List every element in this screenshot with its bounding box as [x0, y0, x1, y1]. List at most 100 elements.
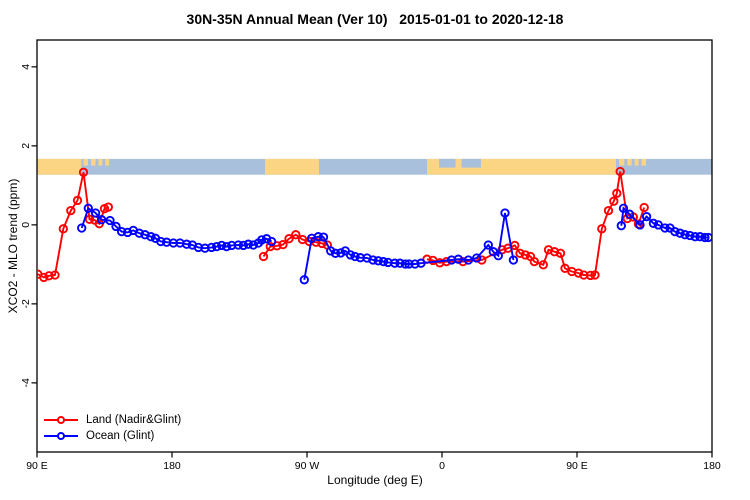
data-point [410, 259, 420, 269]
data-point [66, 205, 76, 216]
data-point [58, 224, 68, 234]
data-point [700, 232, 710, 243]
data-point [96, 215, 107, 225]
data-point [483, 240, 493, 250]
data-point [573, 268, 584, 278]
data-point [520, 250, 530, 260]
data-point [212, 241, 222, 252]
open-circle-icon [57, 416, 65, 424]
x-tick-label: 90 E [566, 460, 588, 472]
data-point [463, 255, 474, 265]
data-point [299, 275, 309, 285]
data-point [78, 167, 89, 177]
data-point [39, 272, 49, 283]
data-point [635, 220, 645, 230]
data-point [44, 271, 54, 281]
data-point [416, 258, 426, 268]
data-point [695, 232, 705, 242]
data-point [217, 240, 227, 251]
data-point [618, 203, 629, 213]
map-band-sea-patch [461, 158, 481, 168]
data-point [609, 196, 619, 206]
data-point [368, 255, 378, 265]
data-point [284, 234, 294, 244]
data-point [291, 230, 301, 240]
data-point [350, 251, 360, 262]
x-tick-label: 90 E [26, 460, 48, 472]
data-point [83, 203, 93, 213]
data-point [336, 248, 346, 258]
data-point [238, 240, 249, 251]
data-point [477, 255, 487, 265]
data-point [248, 240, 258, 250]
data-point [390, 258, 400, 268]
chart-title: 30N-35N Annual Mean (Ver 10) 2015-01-01 … [186, 11, 564, 27]
data-point [206, 242, 217, 253]
data-point [500, 208, 510, 218]
map-band-island [105, 158, 109, 166]
data-point [182, 239, 192, 249]
data-point [156, 236, 166, 247]
legend-label-land: Land (Nadir&Glint) [86, 414, 182, 426]
data-point [508, 255, 519, 265]
legend: Land (Nadir&Glint) Ocean (Glint) [44, 412, 181, 444]
y-tick-label: -2 [20, 299, 32, 308]
data-point [612, 188, 622, 198]
data-point [670, 226, 680, 237]
data-point [458, 256, 468, 267]
data-point [258, 251, 269, 262]
data-point [404, 259, 414, 269]
data-point [680, 230, 690, 240]
y-tick-label: -4 [20, 378, 32, 387]
data-point [493, 251, 503, 261]
y-tick-label: 4 [20, 64, 32, 70]
data-point [221, 241, 232, 252]
data-point [395, 258, 405, 268]
series-line [37, 172, 109, 279]
data-point [318, 232, 329, 242]
data-point [675, 228, 685, 238]
series-line [303, 212, 515, 280]
data-point [243, 239, 253, 249]
data-point [134, 228, 144, 238]
data-point [597, 224, 607, 234]
data-point [616, 221, 626, 231]
ocean-series-glyph [44, 431, 78, 441]
map-band-island [634, 158, 639, 166]
y-tick-label: 0 [20, 222, 32, 228]
data-point [72, 195, 83, 206]
data-point [103, 202, 113, 212]
map-band-island [627, 158, 632, 166]
data-point [453, 254, 463, 264]
data-point [660, 223, 670, 233]
data-point [639, 202, 649, 213]
data-point [690, 232, 700, 242]
data-point [345, 250, 356, 260]
series-ocean [77, 203, 712, 285]
data-point [116, 226, 127, 237]
map-band-island [641, 158, 646, 166]
data-point [111, 221, 121, 232]
y-tick-label: 2 [20, 143, 32, 149]
data-point [233, 240, 243, 250]
data-point [648, 218, 659, 228]
data-point [555, 248, 566, 258]
data-point [703, 232, 712, 243]
map-band-island [98, 158, 103, 166]
map-band-sea-patch [439, 158, 456, 168]
data-point [603, 205, 614, 216]
legend-entry-land: Land (Nadir&Glint) [44, 412, 181, 428]
x-tick-label: 180 [163, 460, 181, 472]
data-point [472, 253, 482, 263]
data-point [400, 259, 410, 269]
data-point [90, 208, 101, 218]
plot-box [36, 39, 713, 453]
data-point [515, 248, 525, 258]
data-point [313, 232, 323, 242]
data-point [257, 235, 267, 245]
data-point [529, 256, 539, 267]
data-point [624, 209, 635, 219]
data-point [266, 236, 277, 247]
data-point [585, 270, 596, 281]
